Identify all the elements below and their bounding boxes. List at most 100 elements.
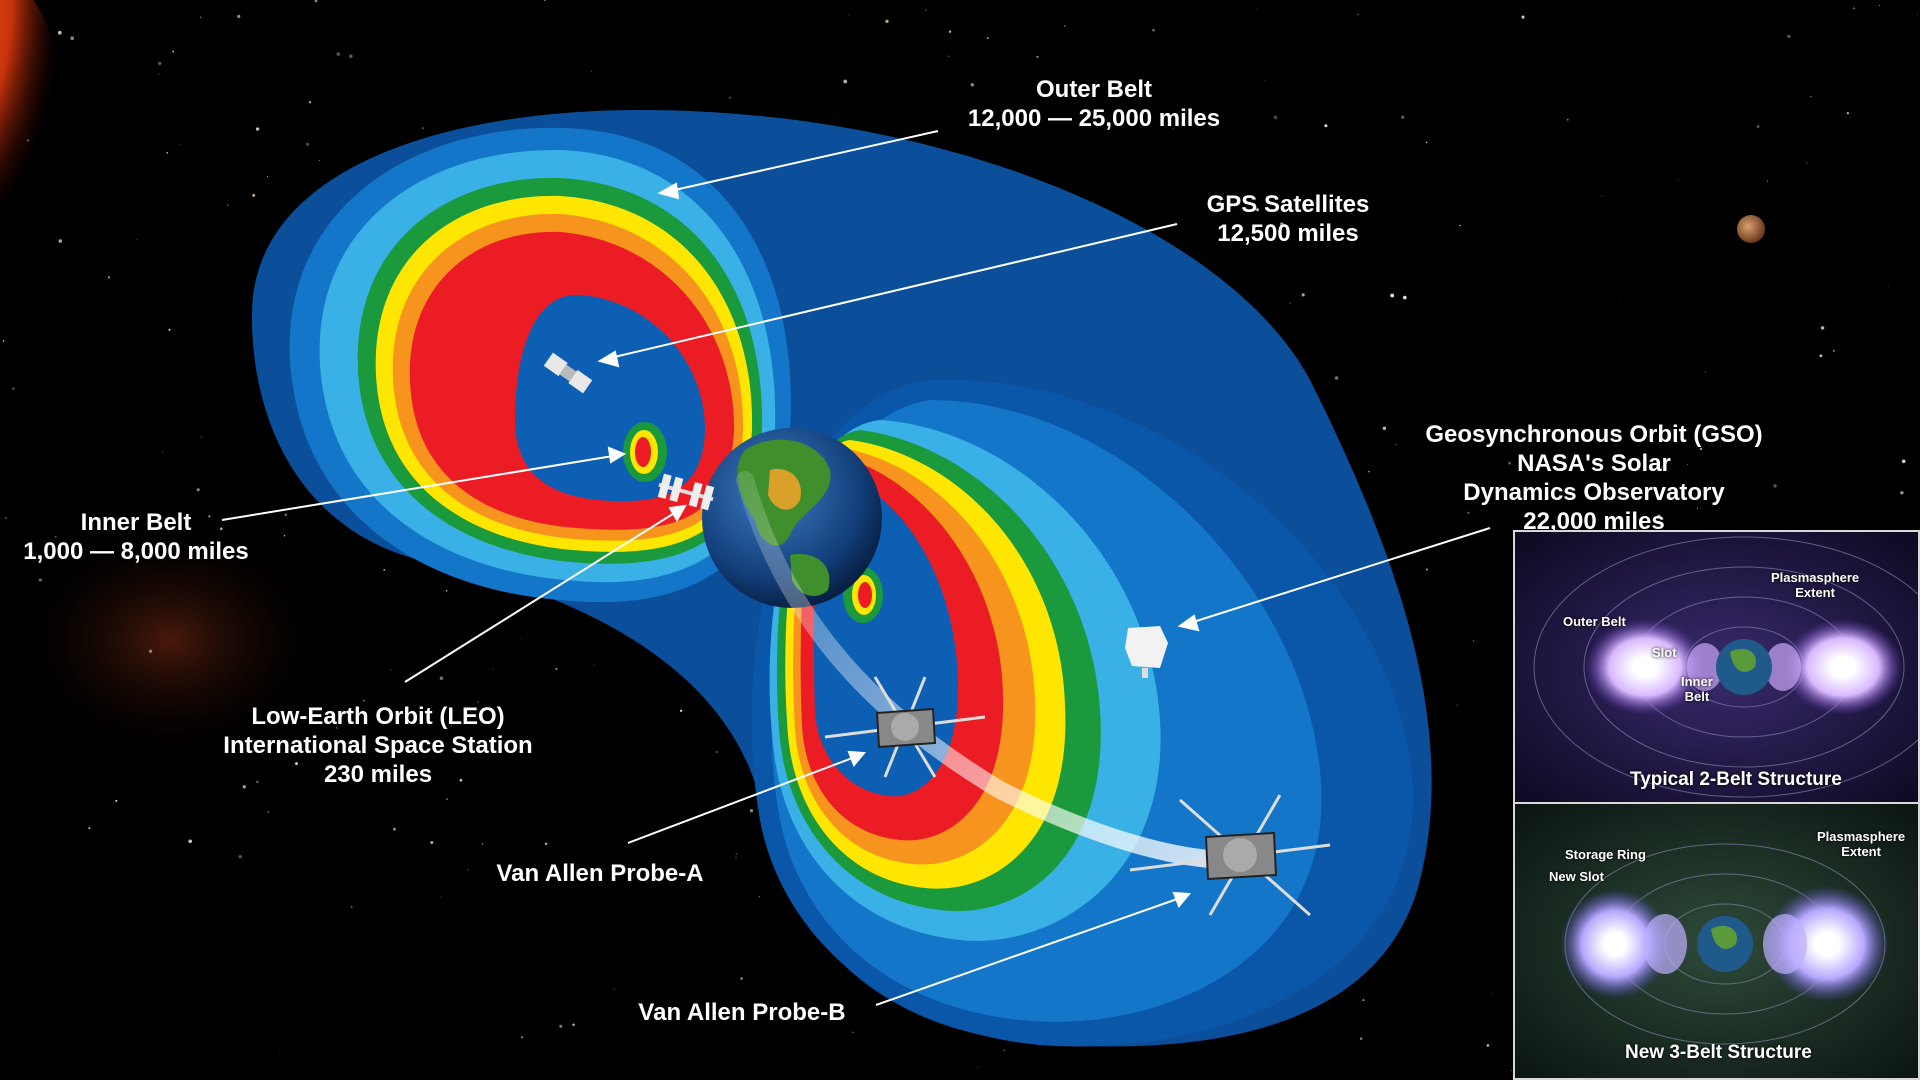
star [1217,201,1222,206]
star [1334,376,1339,380]
three-belt-plasma-1: Plasmasphere [1817,829,1906,844]
probe-trajectory [736,471,1239,869]
star [1660,466,1663,469]
star [1459,224,1461,227]
inner-belt-name: Inner Belt [80,509,192,536]
probe-b-name: Van Allen Probe-B [638,999,846,1026]
star [208,515,211,518]
star [1324,124,1328,128]
star [1172,127,1174,130]
star [1832,349,1835,352]
star [1382,426,1387,430]
star [363,699,365,702]
star [12,387,15,390]
star [336,727,338,729]
star [1657,514,1661,518]
star [295,762,298,766]
star [572,1023,575,1027]
star [267,811,270,813]
star [1401,115,1405,119]
star [1767,180,1769,182]
star [314,0,318,3]
star [1756,125,1760,129]
inner-belt-label: Inner Belt 1,000 — 8,000 miles [0,508,272,566]
three-belt-illustration [1515,804,1918,1078]
star [226,204,229,206]
star [1092,199,1093,201]
star [715,751,718,753]
star [166,151,169,154]
star [885,19,889,23]
star [459,778,463,782]
star [1567,119,1569,121]
gps-label: GPS Satellites 12,500 miles [1168,190,1408,248]
star [422,127,424,129]
star [267,176,268,177]
star [728,96,732,99]
star [1620,301,1622,302]
star [1787,34,1791,39]
star [308,101,312,104]
star [544,842,548,846]
star [161,451,163,453]
three-belt-storage-ring-label: Storage Ring [1565,847,1646,862]
gso-line1: Geosynchronous Orbit (GSO) [1425,421,1763,448]
star [1362,999,1365,1002]
star [1511,1070,1513,1072]
star [445,589,448,592]
leo-range: 230 miles [323,761,433,788]
star [349,54,353,58]
star [350,906,353,908]
star [58,239,63,243]
van-allen-probe-a-icon [824,676,986,778]
sun [0,0,60,220]
star [1704,371,1707,373]
star [4,517,7,519]
two-belt-inner-1: Inner [1681,674,1713,689]
star [637,1002,640,1005]
two-belt-illustration [1515,532,1918,803]
leo-line2: International Space Station [223,732,533,759]
three-belt-title: New 3-Belt Structure [1625,1042,1812,1063]
star [383,569,386,571]
star [1255,208,1259,212]
star [1900,491,1904,495]
star [393,827,396,831]
star [1425,568,1429,571]
star [1699,447,1703,450]
star [1819,354,1823,358]
star [200,16,202,18]
two-belt-plasma-2: Extent [1795,585,1835,600]
van-allen-probe-b-icon [1129,794,1331,917]
two-belt-slot: Slot [1652,645,1677,660]
star [1467,511,1470,514]
sdo-satellite-icon [1125,626,1168,678]
two-belt-title: Typical 2-Belt Structure [1630,769,1842,790]
star [1256,7,1257,9]
inset-three-belt: Storage Ring New Slot Plasmasphere Exten… [1513,802,1920,1080]
star [986,37,989,39]
gps-satellite-icon [543,352,593,394]
star [492,668,494,670]
star [1508,461,1511,465]
star [242,785,246,789]
star [1390,293,1395,298]
gso-label: Geosynchronous Orbit (GSO) NASA's Solar … [1402,420,1786,536]
star [843,79,848,84]
star [1003,1049,1006,1051]
star [1773,484,1777,488]
star [284,513,288,517]
star [477,701,479,703]
gps-name: GPS Satellites [1206,191,1370,218]
star [1152,28,1155,32]
star [172,50,175,53]
star [115,799,118,802]
star [1359,1037,1363,1040]
star [740,977,744,980]
two-belt-inner-belt: Inner Belt [1681,674,1713,704]
two-belt-outer-belt: Outer Belt [1563,614,1626,629]
star [1521,15,1525,19]
inset-two-belt: Outer Belt Slot Inner Belt Plasmasphere … [1513,530,1920,805]
star [439,676,444,680]
star [256,780,259,784]
